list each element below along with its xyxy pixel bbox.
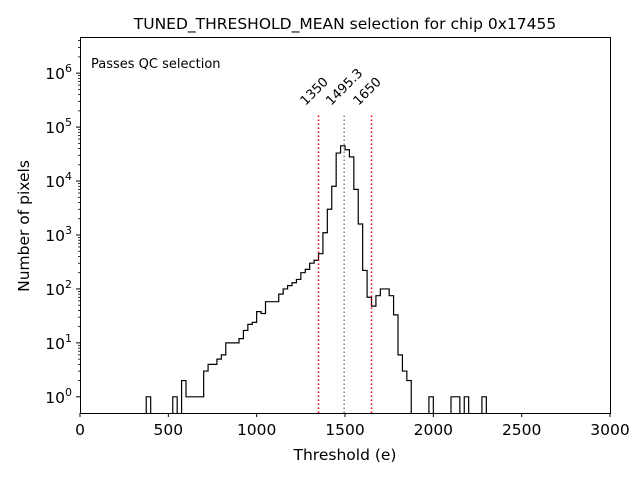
y-tick-label: 106 xyxy=(45,62,72,83)
x-tick-label: 2000 xyxy=(414,421,453,439)
x-axis-label: Threshold (e) xyxy=(293,446,397,464)
y-tick-label: 102 xyxy=(45,278,72,299)
y-tick-label: 103 xyxy=(45,224,72,245)
x-tick-label: 3000 xyxy=(590,421,629,439)
x-tick-label: 1500 xyxy=(325,421,364,439)
x-tick-label: 1000 xyxy=(237,421,276,439)
y-tick-label: 101 xyxy=(45,332,72,353)
y-tick-label: 104 xyxy=(45,170,72,191)
histogram-step xyxy=(145,145,487,413)
y-axis: 100 101 102 103 104 105 106 xyxy=(45,40,80,407)
qc-status-text: Passes QC selection xyxy=(91,57,221,72)
chart-title: TUNED_THRESHOLD_MEAN selection for chip … xyxy=(133,15,556,34)
plot-area xyxy=(145,145,487,413)
y-axis-label: Number of pixels xyxy=(15,160,33,292)
x-tick-label: 500 xyxy=(154,421,184,439)
y-tick-label: 100 xyxy=(45,386,72,407)
x-tick-label: 0 xyxy=(75,421,85,439)
plot-frame xyxy=(80,37,611,414)
y-tick-label: 105 xyxy=(45,116,72,137)
x-tick-label: 2500 xyxy=(502,421,541,439)
x-axis: 0 500 1000 1500 2000 2500 3000 xyxy=(75,413,630,439)
